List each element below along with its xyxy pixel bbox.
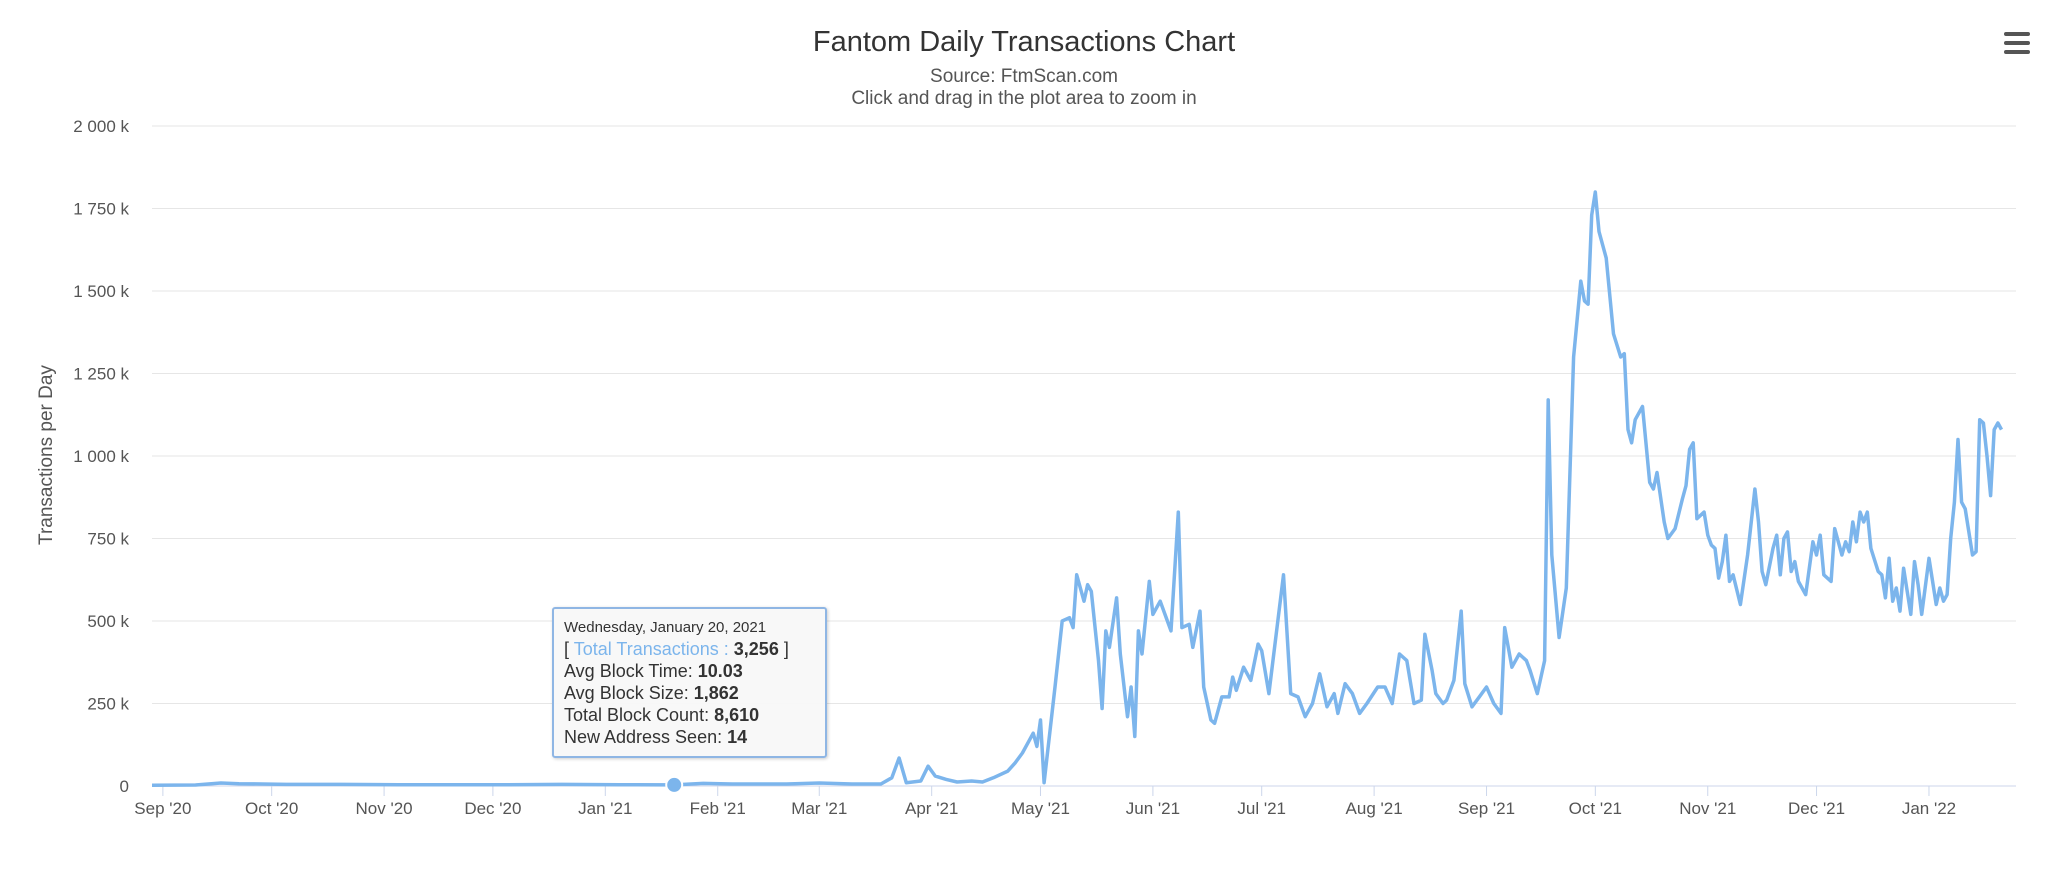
chart-subtitle-source: Source: FtmScan.com — [930, 66, 1118, 87]
x-tick-label: Nov '21 — [1679, 799, 1736, 818]
x-tick-label: Sep '20 — [134, 799, 191, 818]
x-tick-label: Dec '20 — [464, 799, 521, 818]
x-tick-label: Jun '21 — [1126, 799, 1180, 818]
x-tick-label: Aug '21 — [1346, 799, 1403, 818]
highlighted-data-point[interactable] — [665, 775, 684, 794]
x-tick-label: Oct '21 — [1569, 799, 1622, 818]
x-tick-label: Sep '21 — [1458, 799, 1515, 818]
x-axis-ticks: Sep '20 Oct '20 Nov '20 Dec '20 Jan '21 Feb '… — [134, 786, 1956, 818]
grid-lines — [152, 125, 2016, 787]
x-tick-label: Mar '21 — [791, 799, 847, 818]
tooltip-row-label: Avg Block Size: — [564, 683, 694, 703]
tooltip-series-label: Total Transactions : — [573, 639, 729, 659]
series-line-total-transactions[interactable] — [151, 190, 2004, 788]
y-tick-label: 2 000 k — [73, 117, 129, 136]
y-tick-label: 1 250 k — [73, 365, 129, 384]
tooltip-date: Wednesday, January 20, 2021 — [564, 619, 767, 636]
y-tick-label: 250 k — [87, 695, 129, 714]
y-tick-label: 500 k — [87, 612, 129, 631]
tooltip-row-new-address-seen: New Address Seen: 14 — [564, 726, 815, 748]
tooltip-row-value: 14 — [727, 727, 748, 747]
x-tick-label: Dec '21 — [1788, 799, 1845, 818]
y-axis-title: Transactions per Day — [36, 365, 57, 545]
tooltip-row-label: Total Block Count: — [564, 705, 715, 725]
tooltip-series-line: [ Total Transactions : 3,256 ] — [564, 638, 815, 660]
tooltip-row-value: 8,610 — [714, 705, 760, 725]
x-tick-label: Jan '22 — [1902, 799, 1956, 818]
y-tick-label: 0 — [120, 777, 129, 796]
x-tick-label: Jul '21 — [1237, 799, 1286, 818]
hamburger-menu-icon[interactable] — [2004, 32, 2030, 54]
x-tick-label: Oct '20 — [245, 799, 298, 818]
tooltip-series-value: 3,256 — [733, 639, 779, 659]
tooltip-open-bracket: [ — [564, 639, 574, 659]
tooltip-row-label: New Address Seen: — [564, 727, 728, 747]
y-tick-label: 750 k — [87, 530, 129, 549]
x-tick-label: Jan '21 — [578, 799, 632, 818]
x-tick-label: Apr '21 — [905, 799, 958, 818]
tooltip-row-avg-block-time: Avg Block Time: 10.03 — [564, 660, 815, 682]
tooltip-row-total-block-count: Total Block Count: 8,610 — [564, 704, 815, 726]
tooltip-row-value: 10.03 — [697, 661, 743, 681]
chart-title: Fantom Daily Transactions Chart — [813, 26, 1235, 58]
y-axis-ticks: 0 250 k 500 k 750 k 1 000 k 1 250 k 1 500 k 1 7… — [73, 117, 129, 796]
chart-subtitle-hint: Click and drag in the plot area to zoom … — [851, 88, 1196, 109]
y-tick-label: 1 750 k — [73, 200, 129, 219]
data-tooltip: Wednesday, January 20, 2021 [ Total Tran… — [552, 607, 827, 758]
tooltip-row-value: 1,862 — [693, 683, 739, 703]
x-tick-label: Nov '20 — [356, 799, 413, 818]
x-tick-label: May '21 — [1011, 799, 1070, 818]
y-tick-label: 1 500 k — [73, 282, 129, 301]
tooltip-row-label: Avg Block Time: — [564, 661, 698, 681]
y-tick-label: 1 000 k — [73, 447, 129, 466]
x-tick-label: Feb '21 — [690, 799, 746, 818]
tooltip-row-avg-block-size: Avg Block Size: 1,862 — [564, 682, 815, 704]
tooltip-close-bracket: ] — [778, 639, 789, 659]
